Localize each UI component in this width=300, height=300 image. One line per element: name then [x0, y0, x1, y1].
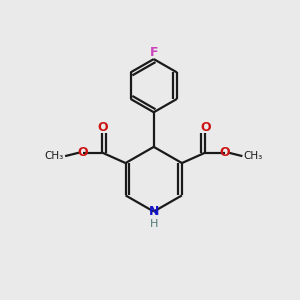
Text: F: F [149, 46, 158, 59]
Text: O: O [200, 121, 211, 134]
Text: N: N [148, 205, 159, 218]
Text: O: O [220, 146, 230, 159]
Text: O: O [97, 121, 108, 134]
Text: CH₃: CH₃ [45, 151, 64, 161]
Text: H: H [150, 219, 158, 229]
Text: CH₃: CH₃ [244, 151, 263, 161]
Text: O: O [77, 146, 88, 159]
